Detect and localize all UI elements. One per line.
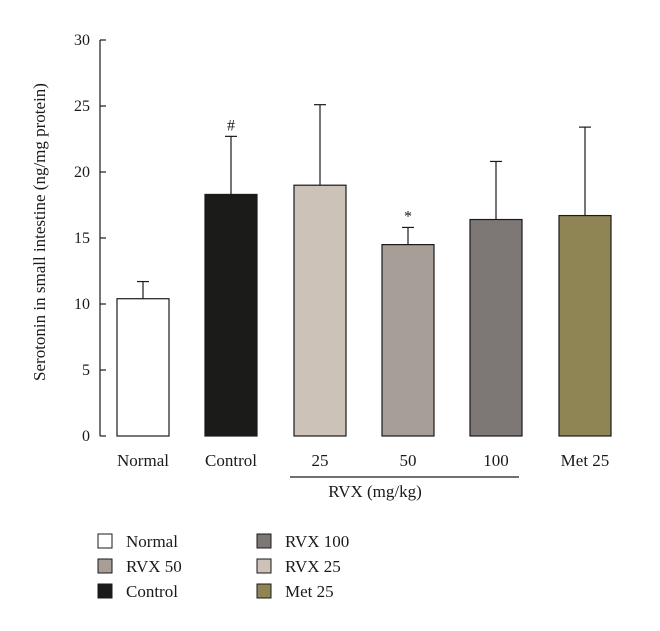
legend-label: RVX 25 [285,557,341,576]
y-tick-label: 20 [74,164,90,181]
legend-swatch [97,558,113,574]
bar [381,244,435,437]
bar [116,298,170,437]
legend-label: RVX 50 [126,557,182,576]
legend-swatch [256,583,272,599]
x-tick-label: Met 25 [561,451,610,470]
significance-mark: # [227,117,235,134]
legend-swatch [97,583,113,599]
y-tick-label: 15 [74,230,90,247]
x-tick-label: 100 [483,451,509,470]
group-label: RVX (mg/kg) [328,482,422,501]
legend-swatch [256,558,272,574]
legend-label: RVX 100 [285,532,349,551]
x-tick-label: 50 [400,451,417,470]
y-axis-label: Serotonin in small intestine (ng/mg prot… [30,83,49,381]
x-tick-label: 25 [312,451,329,470]
y-tick-label: 25 [74,98,90,115]
bar [558,214,612,437]
legend-label: Met 25 [285,582,334,601]
legend-label: Control [126,582,178,601]
legend: Normal RVX 50 Control RVX 100 RVX 25 Met 25 [97,532,349,601]
plot-area: 0 5 10 15 20 25 30 Normal # Control 25 * 50 100 Met 25 [74,32,612,478]
legend-label: Normal [126,532,178,551]
legend-swatch [97,533,113,549]
legend-swatch [256,533,272,549]
significance-mark: * [404,208,412,225]
x-tick-label: Control [205,451,257,470]
x-tick-label: Normal [117,451,169,470]
y-tick-label: 30 [74,32,90,49]
y-tick-label: 0 [82,428,90,445]
bar [204,193,258,437]
bar [469,218,523,437]
y-tick-label: 10 [74,296,90,313]
y-tick-label: 5 [82,362,90,379]
bar [293,184,347,437]
